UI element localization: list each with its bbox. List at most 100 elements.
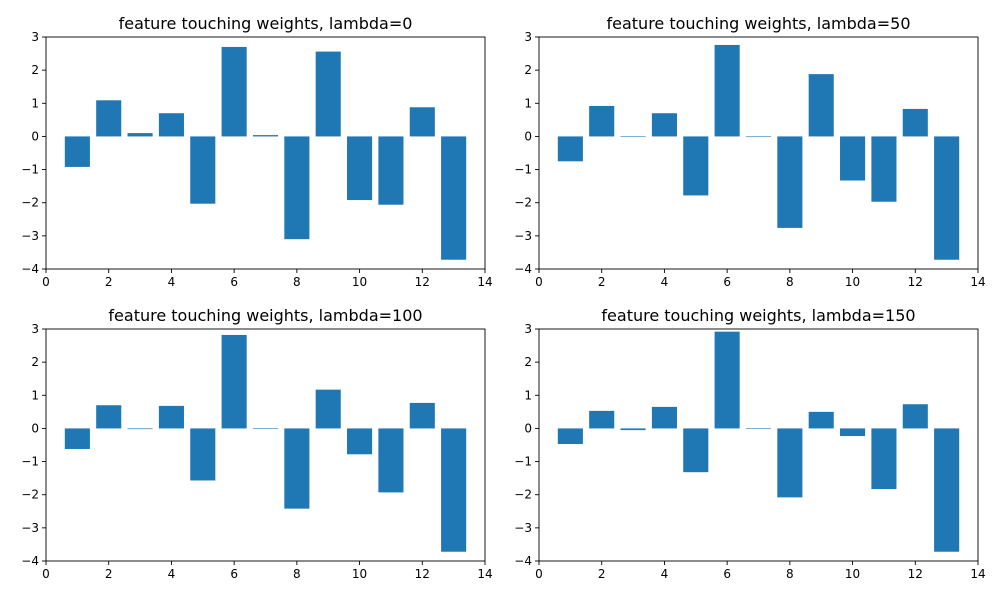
y-tick-label: 2 xyxy=(524,355,532,369)
x-tick-label: 8 xyxy=(293,567,301,581)
bar xyxy=(589,410,615,429)
bar xyxy=(221,334,247,429)
bar xyxy=(777,428,803,498)
subplot-3: feature touching weights, lambda=100 0 2 4 6… xyxy=(21,306,492,581)
x-tick-label: 2 xyxy=(598,567,606,581)
x-tick-label: 2 xyxy=(105,275,113,289)
bar xyxy=(347,136,373,201)
x-tick-label: 6 xyxy=(230,567,238,581)
x-tick-label: 14 xyxy=(477,567,492,581)
bar xyxy=(190,428,216,481)
x-tick-label: 6 xyxy=(723,275,731,289)
y-tick-label: −3 xyxy=(514,229,532,243)
y-tick-label: −4 xyxy=(514,554,532,568)
x-tick-label: 8 xyxy=(293,275,301,289)
y-tick-label: −1 xyxy=(514,163,532,177)
bar xyxy=(934,136,960,260)
bar xyxy=(284,136,310,240)
bar xyxy=(284,428,310,509)
bar xyxy=(315,389,341,429)
y-tick-label: 1 xyxy=(524,388,532,402)
bar xyxy=(620,428,646,431)
y-tick-label: −1 xyxy=(21,163,39,177)
bar xyxy=(378,136,404,205)
bar xyxy=(840,428,866,437)
x-tick-label: 0 xyxy=(42,275,50,289)
x-tick-label: 4 xyxy=(661,275,669,289)
x-tick-label: 10 xyxy=(845,275,860,289)
y-tick-label: 0 xyxy=(31,129,39,143)
axes-frame xyxy=(538,328,979,562)
bar xyxy=(902,108,928,137)
bar xyxy=(840,136,866,181)
bar xyxy=(441,428,467,552)
bar xyxy=(714,331,740,429)
x-tick-label: 0 xyxy=(535,275,543,289)
bar xyxy=(651,406,677,429)
bar xyxy=(127,428,153,430)
y-tick-label: 1 xyxy=(31,388,39,402)
x-tick-label: 6 xyxy=(230,275,238,289)
x-tick-label: 0 xyxy=(535,567,543,581)
x-tick-label: 10 xyxy=(845,567,860,581)
x-tick-label: 2 xyxy=(598,275,606,289)
bar xyxy=(808,411,834,429)
x-tick-label: 2 xyxy=(105,567,113,581)
axes-frame xyxy=(45,328,486,562)
bar xyxy=(315,51,341,137)
bar xyxy=(589,105,615,137)
bar xyxy=(64,136,90,167)
x-tick-label: 14 xyxy=(970,567,985,581)
y-tick-label: −4 xyxy=(21,554,39,568)
subplot-4: feature touching weights, lambda=150 0 2 4 6… xyxy=(514,306,985,581)
y-tick-label: −1 xyxy=(514,455,532,469)
bar xyxy=(64,428,90,449)
x-tick-label: 12 xyxy=(415,567,430,581)
bar xyxy=(252,428,279,430)
y-tick-label: 0 xyxy=(31,421,39,435)
x-tick-label: 8 xyxy=(786,275,794,289)
y-tick-label: 2 xyxy=(31,355,39,369)
bar xyxy=(441,136,467,260)
y-tick-label: −4 xyxy=(514,262,532,276)
bar xyxy=(871,428,897,490)
y-tick-label: 0 xyxy=(524,421,532,435)
bar xyxy=(409,402,435,429)
bar xyxy=(620,136,646,138)
bar xyxy=(409,107,435,137)
y-tick-label: 2 xyxy=(31,63,39,77)
bar xyxy=(557,428,583,445)
bar xyxy=(158,113,184,137)
x-tick-label: 14 xyxy=(970,275,985,289)
axes-frame xyxy=(45,36,486,270)
bar xyxy=(158,405,184,429)
bar xyxy=(378,428,404,493)
axes-frame xyxy=(538,36,979,270)
bar xyxy=(871,136,897,202)
x-tick-label: 0 xyxy=(42,567,50,581)
x-tick-label: 4 xyxy=(168,567,176,581)
bar xyxy=(714,44,740,137)
y-tick-label: 1 xyxy=(31,96,39,110)
subplot-title: feature touching weights, lambda=150 xyxy=(601,306,915,325)
bar xyxy=(745,136,772,138)
bar xyxy=(221,46,247,137)
x-tick-label: 14 xyxy=(477,275,492,289)
bar xyxy=(934,428,960,552)
subplot-1: feature touching weights, lambda=0 0 2 4 6 8 1… xyxy=(21,14,492,289)
y-tick-label: −2 xyxy=(21,196,39,210)
y-tick-label: 1 xyxy=(524,96,532,110)
x-tick-label: 12 xyxy=(908,567,923,581)
y-tick-label: −1 xyxy=(21,455,39,469)
bar xyxy=(127,133,153,137)
bar xyxy=(808,74,834,137)
bar xyxy=(683,428,709,473)
bar xyxy=(252,135,279,137)
bar xyxy=(557,136,583,162)
bar xyxy=(745,428,772,430)
x-tick-label: 8 xyxy=(786,567,794,581)
y-tick-label: −4 xyxy=(21,262,39,276)
y-tick-label: 0 xyxy=(524,129,532,143)
bar xyxy=(683,136,709,196)
